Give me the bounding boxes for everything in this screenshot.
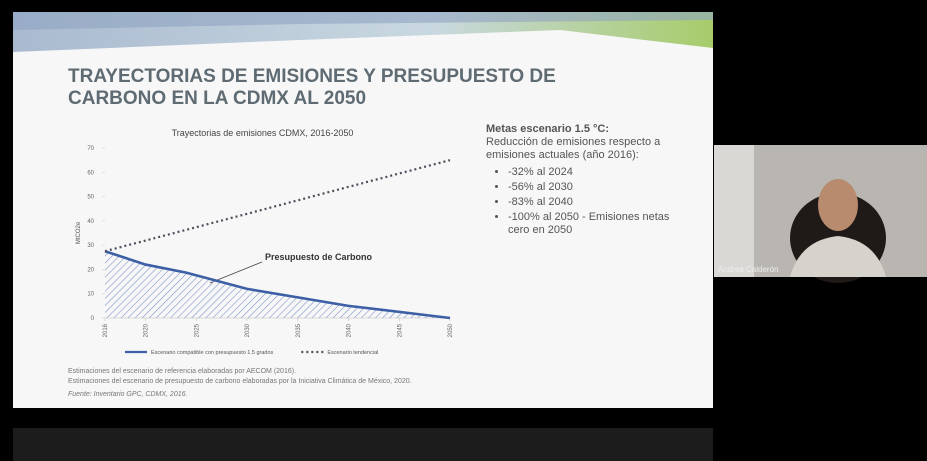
x-tick-label: 2040	[347, 323, 353, 337]
y-tick-label: 50	[87, 195, 94, 201]
targets-list: -32% al 2024 -56% al 2030 -83% al 2040 -…	[486, 166, 686, 237]
area	[105, 251, 450, 318]
participant-shirt	[790, 236, 886, 277]
y-tick-label: 20	[87, 267, 94, 273]
x-tick-label: 2016	[103, 323, 109, 337]
chart-title: Trayectorias de emisiones CDMX, 2016-205…	[172, 128, 354, 138]
y-axis-label: MtCO2e	[76, 221, 82, 244]
source: Fuente: Inventario GPC, CDMX, 2016.	[68, 391, 188, 398]
annotation: Presupuesto de Carbono	[265, 252, 373, 262]
target: -32% al 2024	[508, 166, 686, 179]
y-tick-label: 70	[87, 146, 94, 152]
notes: Estimaciones del escenario de referencia…	[68, 367, 412, 400]
legend-label: Escenario compatible con presupuesto 1.5…	[151, 350, 274, 356]
targets-heading: Metas escenario 1.5 °C:	[486, 123, 610, 135]
y-tick-label: 40	[87, 219, 94, 225]
note: Estimaciones del escenario de referencia…	[68, 368, 297, 375]
title-line: TRAYECTORIAS DE EMISIONES Y PRESUPUESTO …	[68, 66, 556, 87]
x-tick-label: 2035	[296, 323, 302, 337]
x-tick-label: 2030	[245, 323, 251, 337]
target: -83% al 2040	[508, 196, 686, 209]
y-tick-label: 0	[91, 316, 95, 322]
x-tick-label: 2025	[194, 323, 200, 337]
slide-header-band	[13, 12, 713, 30]
target: -100% al 2050 - Emisiones netas cero en …	[508, 211, 686, 237]
x-tick-label: 2020	[144, 323, 150, 337]
participant-face	[818, 179, 858, 231]
slide	[13, 12, 713, 408]
y-tick-label: 10	[87, 292, 94, 298]
target: -56% al 2030	[508, 181, 686, 194]
y-tick-label: 60	[87, 170, 94, 176]
targets-intro: Reducción de emisiones respecto a emisio…	[486, 136, 661, 161]
slide-title: TRAYECTORIAS DE EMISIONES Y PRESUPUESTO …	[68, 66, 588, 110]
y-tick-label: 30	[87, 243, 94, 249]
series-line	[104, 159, 451, 253]
title-line: CARBONO EN LA CDMX AL 2050	[68, 88, 367, 109]
x-tick-label: 2045	[397, 323, 403, 337]
series-line	[104, 249, 451, 320]
x-tick-label: 2050	[448, 323, 454, 337]
participant-name: Andrea Calderón	[718, 265, 779, 274]
toolbar	[13, 428, 713, 461]
legend-label: Escenario tendencial	[327, 350, 378, 356]
note: Estimaciones del escenario de presupuest…	[68, 378, 412, 385]
window	[714, 145, 754, 277]
annotation-arrow	[209, 261, 263, 284]
targets: Metas escenario 1.5 °C: Reducción de emi…	[486, 123, 686, 239]
